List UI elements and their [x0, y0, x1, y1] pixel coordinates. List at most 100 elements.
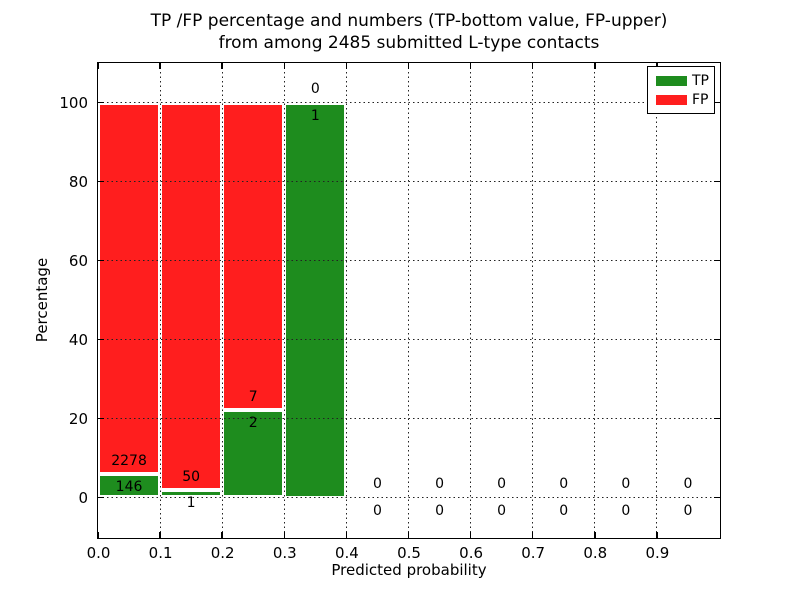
chart-title: TP /FP percentage and numbers (TP-bottom…: [97, 10, 721, 54]
chart-title-line1: TP /FP percentage and numbers (TP-bottom…: [150, 11, 668, 31]
annotation-tp-count: 0: [683, 502, 693, 519]
tick-mark: [98, 338, 104, 341]
tick-mark: [98, 417, 104, 420]
legend-entry-fp: FP: [656, 93, 709, 107]
gridline-y: [98, 260, 720, 261]
annotation-tp-count: 0: [559, 502, 569, 519]
annotation-fp-count: 0: [559, 476, 569, 493]
annotation-fp-count: 7: [248, 388, 258, 405]
legend-swatch-fp: [656, 94, 687, 105]
annotation-tp-count: 146: [115, 479, 143, 496]
annotation-tp-count: 1: [310, 107, 320, 124]
gridline-x: [408, 63, 409, 538]
gridline-y: [98, 181, 720, 182]
tick-mark: [98, 259, 104, 262]
tick-mark: [283, 63, 286, 69]
bar-tp-segment: [284, 102, 347, 498]
x-tick-label: 0.6: [459, 544, 484, 562]
bar-fp-segment: [222, 102, 285, 410]
gridline-x: [594, 63, 596, 538]
tick-mark: [98, 180, 104, 183]
gridline-y: [98, 102, 720, 103]
tick-mark: [469, 63, 472, 69]
x-tick-label: 0.4: [334, 544, 359, 562]
tick-mark: [98, 101, 104, 104]
annotation-fp-count: 0: [310, 81, 320, 98]
legend: TP FP: [647, 66, 715, 114]
x-tick-label: 0.9: [645, 544, 670, 562]
gridline-y: [98, 497, 720, 498]
annotation-tp-count: 0: [497, 502, 507, 519]
tick-mark: [345, 63, 348, 69]
tick-mark: [714, 101, 720, 104]
y-tick-label: 20: [68, 410, 88, 428]
x-tick-label: 0.8: [583, 544, 608, 562]
tick-mark: [221, 532, 223, 538]
gridline-x: [345, 63, 347, 538]
gridline-y: [98, 418, 720, 419]
legend-entry-tp: TP: [656, 74, 709, 88]
legend-swatch-tp: [656, 75, 687, 86]
tick-mark: [714, 259, 720, 262]
tick-mark: [159, 63, 161, 69]
plot-area: 2278 146 50 1 7 2 0 1 0 0 0 0 0 0 0 0 0 0 0 0: [97, 62, 721, 539]
tick-mark: [407, 63, 410, 69]
tick-mark: [714, 496, 720, 499]
tick-mark: [714, 338, 720, 341]
gridline-x: [656, 63, 658, 538]
annotation-fp-count: 50: [182, 468, 201, 485]
tick-mark: [159, 532, 161, 538]
y-tick-label: 100: [59, 94, 88, 112]
x-tick-label: 0.3: [272, 544, 297, 562]
x-tick-label: 0.7: [521, 544, 546, 562]
gridline-y: [98, 339, 720, 340]
y-tick-label: 80: [68, 173, 88, 191]
gridline-x: [221, 63, 223, 538]
bar-tp-segment: [160, 489, 223, 498]
bar-tp-segment: [222, 409, 285, 498]
annotation-fp-count: 2278: [111, 452, 147, 469]
tick-mark: [469, 532, 472, 538]
annotation-fp-count: 0: [372, 476, 382, 493]
tick-mark: [714, 180, 720, 183]
gridline-x: [470, 63, 472, 538]
gridline-x: [283, 63, 285, 538]
x-tick-label: 0.0: [86, 544, 111, 562]
tick-mark: [98, 496, 104, 499]
tick-mark: [531, 532, 534, 538]
tick-mark: [97, 63, 99, 69]
annotation-fp-count: 0: [497, 476, 507, 493]
annotation-tp-count: 2: [248, 415, 258, 432]
x-tick-label: 0.1: [148, 544, 173, 562]
tick-mark: [221, 63, 223, 69]
tick-mark: [594, 532, 596, 538]
bar-fp-segment: [98, 102, 161, 474]
annotation-fp-count: 0: [683, 476, 693, 493]
legend-label-fp: FP: [692, 91, 709, 108]
tick-mark: [714, 417, 720, 420]
annotation-fp-count: 0: [621, 476, 631, 493]
bar-fp-segment: [160, 102, 223, 490]
annotation-tp-count: 0: [621, 502, 631, 519]
tick-mark: [345, 532, 348, 538]
annotation-tp-count: 0: [435, 502, 445, 519]
x-axis-label: Predicted probability: [331, 561, 487, 579]
y-tick-label: 60: [68, 252, 88, 270]
annotation-tp-count: 0: [372, 502, 382, 519]
chart-title-line2: from among 2485 submitted L-type contact…: [218, 33, 600, 53]
annotation-tp-count: 1: [186, 495, 196, 512]
tick-mark: [97, 532, 99, 538]
tick-mark: [283, 532, 286, 538]
tick-mark: [407, 532, 410, 538]
y-tick-label: 0: [78, 489, 88, 507]
y-tick-label: 40: [68, 331, 88, 349]
tick-mark: [656, 532, 658, 538]
legend-label-tp: TP: [692, 72, 709, 89]
bar-tp-segment: [98, 473, 161, 498]
annotation-fp-count: 0: [435, 476, 445, 493]
x-tick-label: 0.2: [210, 544, 235, 562]
tick-mark: [594, 63, 596, 69]
tick-mark: [531, 63, 534, 69]
gridline-x: [532, 63, 534, 538]
